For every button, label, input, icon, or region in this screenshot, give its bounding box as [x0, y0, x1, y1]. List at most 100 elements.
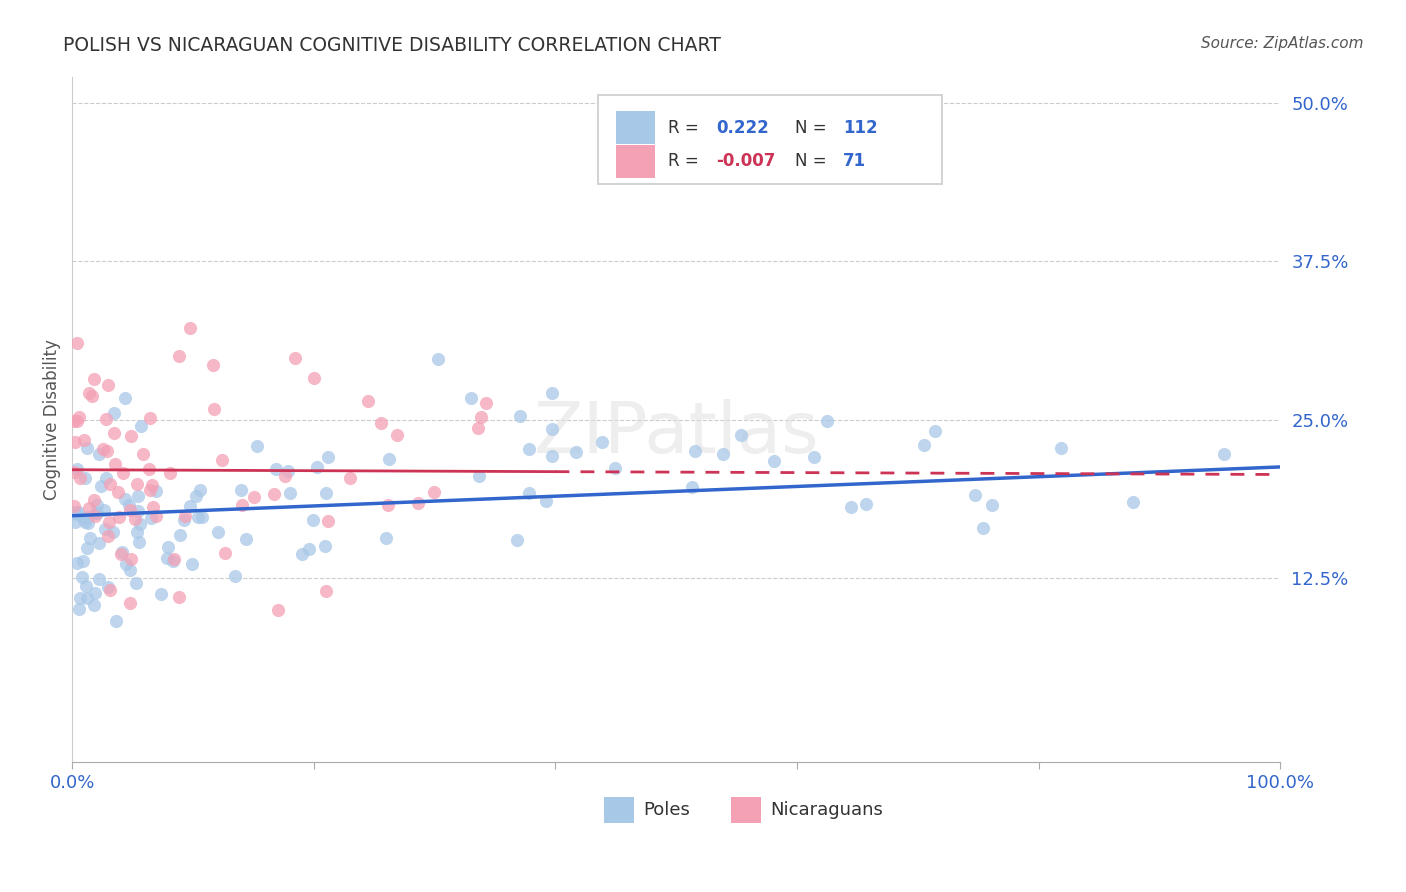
Point: [120, 552, 142, 566]
Point: [357, 393, 380, 408]
Point: [129, 419, 152, 434]
Point: [67, 601, 90, 615]
Point: [86, 506, 108, 520]
Text: ZIPatlas: ZIPatlas: [533, 399, 820, 468]
Point: [103, 426, 125, 441]
Point: [73, 470, 96, 484]
Point: [62, 506, 84, 520]
Point: [69, 471, 91, 485]
Point: [422, 485, 444, 500]
Point: [138, 483, 160, 497]
Point: [314, 539, 336, 553]
Point: [174, 508, 197, 523]
Point: [839, 500, 862, 515]
Point: [96, 529, 118, 543]
Point: [66, 462, 89, 476]
Point: [98, 476, 121, 491]
Point: [128, 535, 150, 549]
Point: [63, 434, 86, 449]
Point: [150, 587, 173, 601]
Point: [963, 488, 986, 502]
Text: N =: N =: [794, 119, 827, 136]
Point: [231, 498, 253, 512]
Point: [460, 391, 482, 405]
Text: 0.222: 0.222: [716, 119, 769, 136]
Point: [475, 396, 498, 410]
Point: [75, 579, 97, 593]
Point: [82, 389, 104, 403]
Point: [316, 450, 339, 465]
Point: [762, 454, 785, 468]
Point: [96, 444, 118, 458]
Point: [87, 536, 110, 550]
Point: [84, 508, 107, 523]
Point: [156, 540, 179, 554]
Point: [229, 483, 252, 497]
Point: [139, 411, 162, 425]
Point: [603, 461, 626, 475]
Point: [94, 412, 117, 426]
Text: N =: N =: [794, 153, 827, 170]
Point: [815, 414, 838, 428]
Point: [98, 583, 121, 598]
Point: [211, 453, 233, 467]
Point: [541, 422, 564, 436]
Point: [77, 500, 100, 515]
Point: [264, 462, 287, 476]
FancyBboxPatch shape: [598, 95, 942, 184]
Point: [1049, 442, 1071, 456]
Point: [202, 358, 225, 372]
Point: [184, 490, 207, 504]
Point: [202, 402, 225, 417]
Bar: [731, 797, 761, 823]
Point: [77, 516, 100, 531]
Point: [129, 516, 152, 531]
Text: Nicaraguans: Nicaraguans: [770, 801, 883, 819]
Text: R =: R =: [668, 119, 699, 136]
Point: [468, 469, 491, 483]
Point: [83, 372, 105, 386]
Point: [305, 460, 328, 475]
Point: [65, 414, 87, 428]
Text: Poles: Poles: [644, 801, 690, 819]
Point: [69, 591, 91, 606]
Point: [224, 569, 246, 583]
Point: [63, 516, 86, 530]
Point: [855, 497, 877, 511]
Point: [110, 547, 132, 561]
Point: [77, 510, 100, 524]
Point: [315, 583, 337, 598]
Point: [114, 492, 136, 507]
Point: [541, 385, 564, 400]
Point: [111, 466, 134, 480]
Point: [167, 591, 190, 605]
Point: [291, 547, 314, 561]
Point: [173, 513, 195, 527]
Point: [730, 428, 752, 442]
Point: [76, 591, 98, 606]
Point: [103, 406, 125, 420]
Point: [124, 575, 146, 590]
Point: [803, 450, 825, 464]
Point: [378, 452, 401, 467]
Point: [91, 442, 114, 456]
Point: [169, 528, 191, 542]
Point: [115, 557, 138, 571]
Point: [924, 424, 946, 438]
Point: [118, 562, 141, 576]
Point: [120, 429, 142, 443]
Point: [681, 480, 703, 494]
Point: [565, 445, 588, 459]
Point: [63, 466, 86, 480]
Point: [118, 597, 141, 611]
Point: [76, 441, 98, 455]
Point: [162, 554, 184, 568]
Point: [243, 490, 266, 504]
Point: [377, 498, 399, 512]
Point: [711, 446, 734, 460]
Point: [408, 496, 430, 510]
Point: [127, 476, 149, 491]
Point: [65, 556, 87, 570]
Point: [118, 503, 141, 517]
Point: [190, 509, 212, 524]
